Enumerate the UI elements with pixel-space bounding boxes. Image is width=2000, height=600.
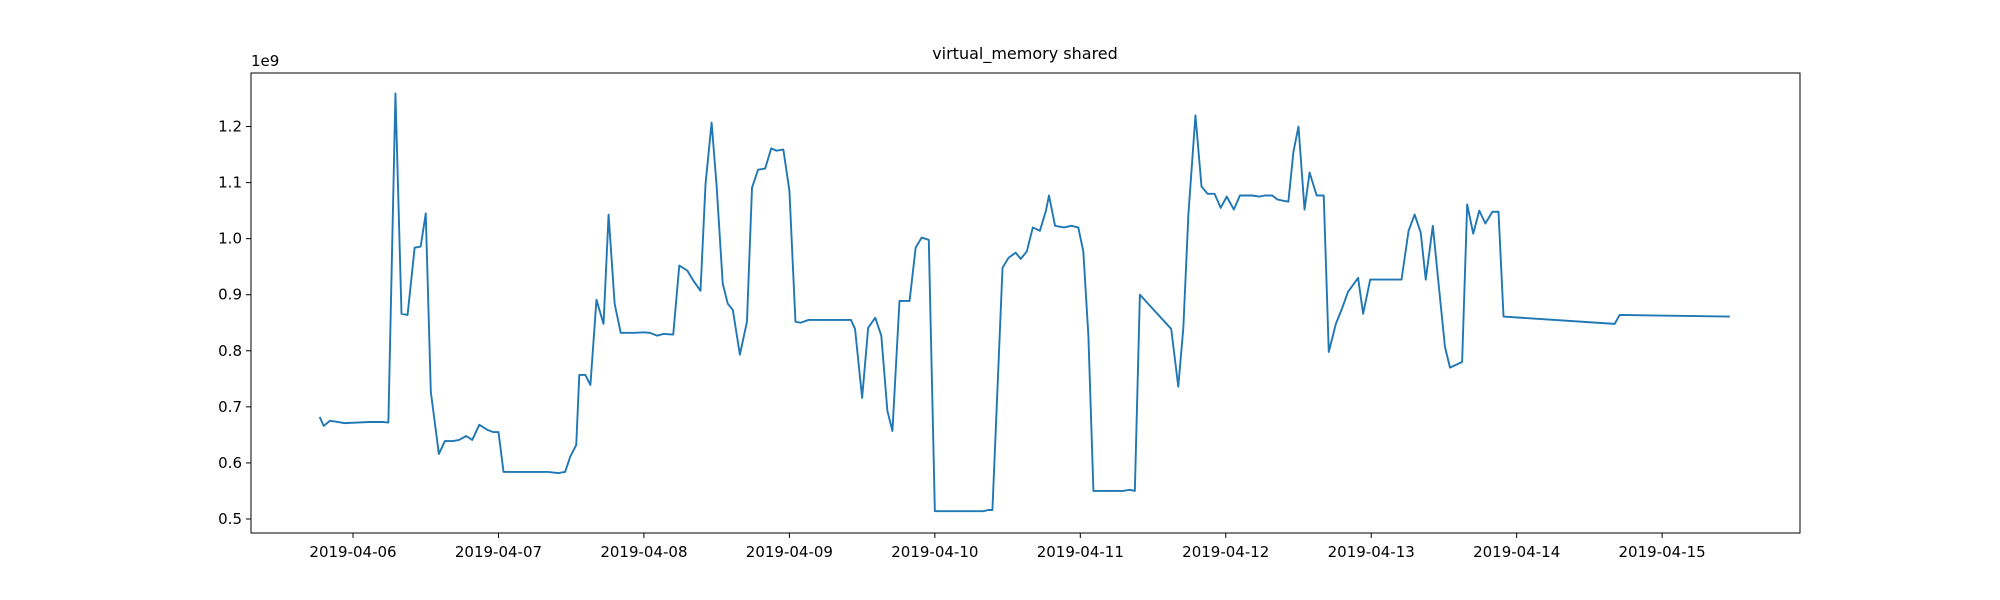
x-tick-label: 2019-04-06 <box>309 543 396 561</box>
chart-title: virtual_memory shared <box>932 44 1118 64</box>
y-tick-label: 1.2 <box>218 118 242 136</box>
x-tick-label: 2019-04-09 <box>746 543 833 561</box>
y-tick-label: 1.1 <box>218 174 242 192</box>
x-tick-label: 2019-04-08 <box>600 543 687 561</box>
y-tick-label: 0.6 <box>218 454 242 472</box>
x-tick-label: 2019-04-15 <box>1619 543 1706 561</box>
y-tick-label: 0.8 <box>218 342 242 360</box>
x-tick-label: 2019-04-11 <box>1037 543 1124 561</box>
data-line <box>318 92 1730 513</box>
y-tick-label: 0.9 <box>218 286 242 304</box>
y-tick-label: 0.7 <box>218 398 242 416</box>
y-offset-label: 1e9 <box>251 52 279 70</box>
plot-frame <box>250 72 1801 534</box>
x-tick-label: 2019-04-13 <box>1328 543 1415 561</box>
x-tick-label: 2019-04-10 <box>891 543 978 561</box>
y-tick-label: 1.0 <box>218 230 242 248</box>
y-tick-label: 0.5 <box>218 510 242 528</box>
x-tick-label: 2019-04-14 <box>1473 543 1560 561</box>
x-tick-label: 2019-04-12 <box>1182 543 1269 561</box>
x-tick-label: 2019-04-07 <box>455 543 542 561</box>
